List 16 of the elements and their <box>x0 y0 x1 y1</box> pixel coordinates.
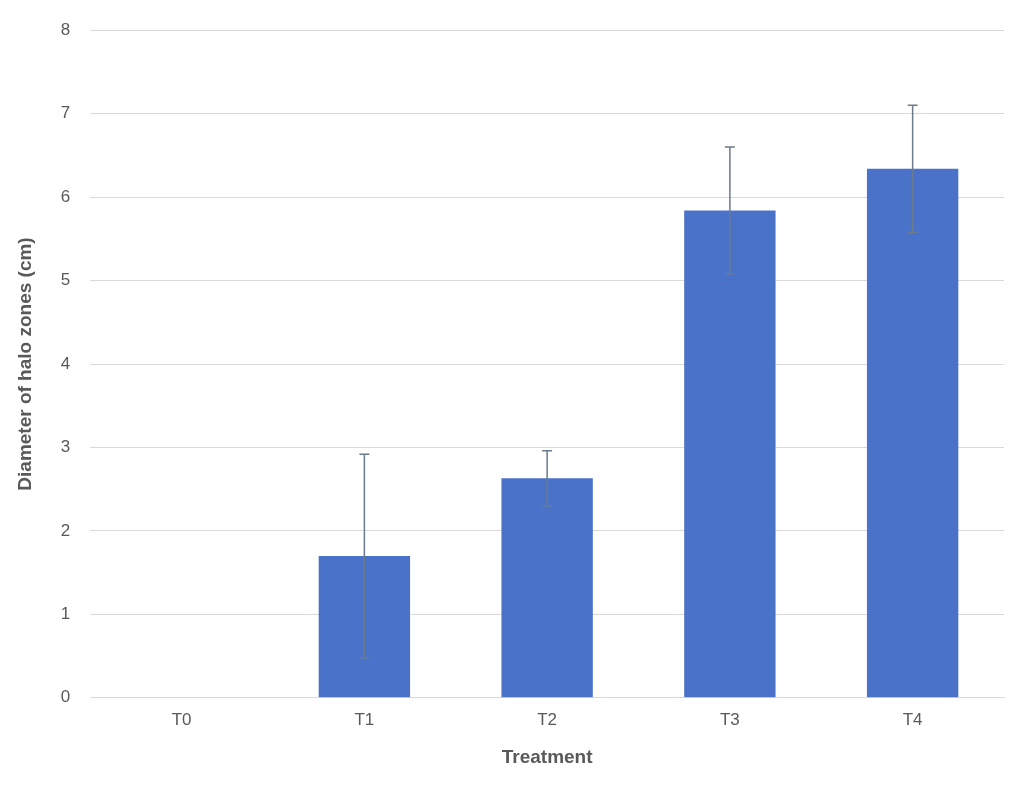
x-tick-label: T2 <box>537 709 558 729</box>
x-tick-label: T1 <box>354 709 375 729</box>
y-tick-label: 2 <box>60 520 71 540</box>
x-tick-label: T3 <box>719 709 740 729</box>
y-axis-title: Diameter of halo zones (cm) <box>13 237 35 491</box>
y-tick-label: 5 <box>60 270 71 290</box>
y-tick-label: 7 <box>60 103 71 123</box>
y-tick-label: 3 <box>60 437 71 457</box>
y-tick-label: 6 <box>60 186 71 206</box>
y-tick-label: 8 <box>60 19 71 39</box>
y-tick-label: 4 <box>60 353 71 373</box>
x-tick-label: T4 <box>902 709 923 729</box>
x-axis-title: Treatment <box>501 745 594 767</box>
x-tick-label: T0 <box>171 709 192 729</box>
y-tick-label: 0 <box>60 687 71 707</box>
y-tick-label: 1 <box>60 604 71 624</box>
